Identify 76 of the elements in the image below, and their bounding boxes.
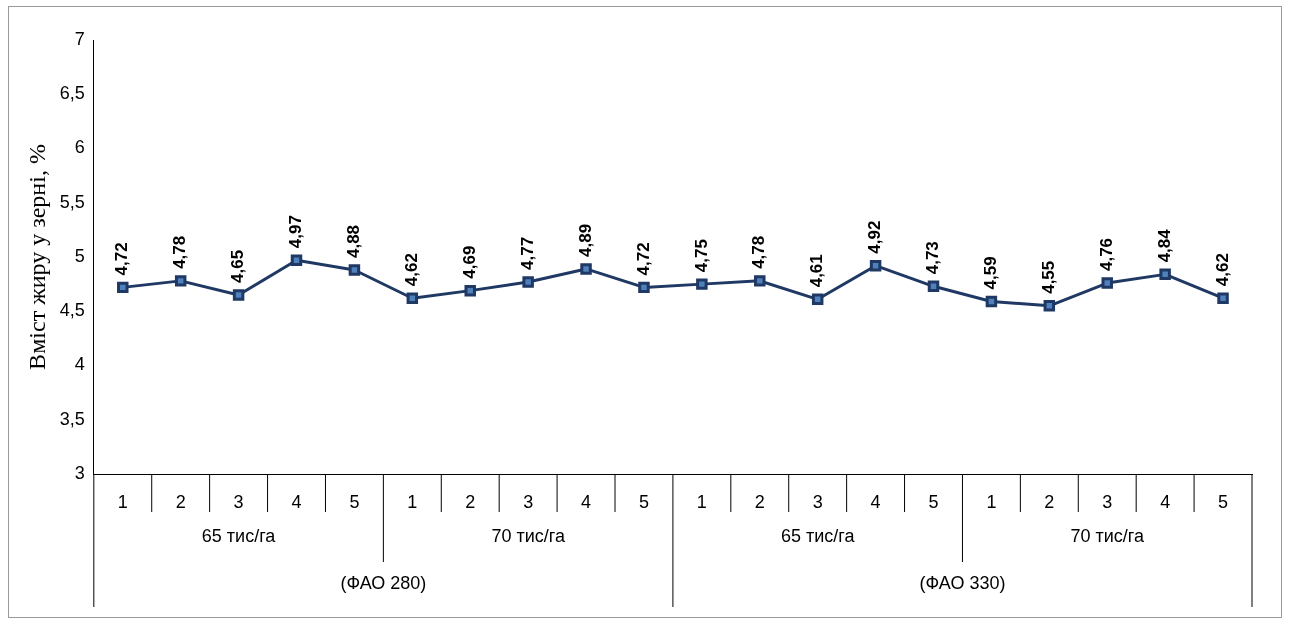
y-tick-label: 6,5 (59, 83, 85, 104)
x-tick-label: 2 (175, 491, 186, 512)
data-label: 4,59 (981, 256, 1001, 290)
text: 65 тис/га (201, 525, 277, 546)
data-label: 4,97 (286, 215, 306, 249)
point (406, 292, 419, 304)
x-tick-label: 5 (349, 491, 360, 512)
x-tick-label: 5 (928, 491, 939, 512)
point (1101, 277, 1113, 289)
point (985, 295, 998, 308)
y-tick-label: 7 (74, 28, 85, 49)
text: (ФАО 330) (919, 572, 1006, 593)
text: 70 тис/га (1070, 525, 1145, 546)
data-label: 4,77 (517, 236, 537, 270)
y-axis-title: Вміст жиру у зерні, % (23, 144, 50, 370)
point (638, 281, 650, 294)
data-label: 4,92 (865, 220, 885, 254)
data-label: 4,88 (344, 224, 364, 259)
data-label: 4,65 (228, 249, 248, 283)
y-tick-label: 5 (74, 245, 85, 266)
point (232, 289, 245, 301)
data-label: 4,62 (402, 253, 422, 287)
y-tick-label: 3 (74, 462, 85, 483)
data-label: 4,69 (459, 245, 479, 279)
data-label: 4,62 (1212, 253, 1232, 287)
point (754, 275, 766, 287)
x-tick-label: 1 (986, 491, 997, 512)
point (117, 281, 129, 294)
x-tick-label: 1 (117, 491, 128, 512)
x-tick-label: 1 (407, 491, 418, 512)
point (464, 284, 476, 297)
point (927, 280, 940, 293)
x-tick-label: 2 (1044, 491, 1055, 512)
data-label: 4,78 (749, 235, 769, 269)
x-tick-label: 5 (638, 491, 649, 512)
point (522, 276, 534, 288)
x-tick-label: 3 (233, 491, 244, 512)
point (1217, 292, 1229, 304)
point (1159, 268, 1171, 281)
y-tick-label: 4,5 (59, 300, 85, 321)
point (174, 275, 187, 287)
point (580, 263, 592, 275)
data-label: 4,89 (575, 223, 595, 257)
point (696, 278, 708, 290)
point (1043, 300, 1056, 312)
point (811, 293, 824, 306)
y-tick-label: 6 (74, 137, 85, 158)
x-tick-label: 4 (1160, 491, 1171, 512)
data-label: 4,73 (923, 241, 943, 275)
x-tick-label: 4 (870, 491, 881, 512)
x-tick-label: 1 (696, 491, 707, 512)
point (290, 254, 303, 266)
x-tick-label: 3 (523, 491, 534, 512)
y-tick-label: 5,5 (59, 191, 85, 212)
data-label: 4,84 (1154, 228, 1174, 263)
x-tick-label: 2 (465, 491, 476, 512)
data-label: 4,76 (1096, 237, 1116, 272)
x-tick-label: 5 (1218, 491, 1229, 512)
data-label: 4,61 (807, 254, 827, 288)
x-tick-label: 3 (1102, 491, 1113, 512)
x-tick-label: 2 (754, 491, 765, 512)
data-label: 4,78 (170, 235, 190, 269)
x-tick-label: 4 (581, 491, 592, 512)
data-label: 4,72 (633, 242, 653, 276)
text: 65 тис/га (780, 525, 856, 546)
text: 70 тис/га (491, 525, 566, 546)
data-label: 4,55 (1039, 260, 1059, 294)
y-tick-label: 3,5 (59, 408, 85, 429)
text: (ФАО 280) (340, 572, 427, 593)
data-label: 4,72 (112, 242, 132, 276)
point (348, 264, 361, 276)
y-tick-label: 4 (74, 354, 85, 375)
x-tick-label: 4 (291, 491, 302, 512)
x-tick-label: 3 (812, 491, 823, 512)
point (869, 259, 882, 272)
data-label: 4,75 (691, 239, 711, 273)
